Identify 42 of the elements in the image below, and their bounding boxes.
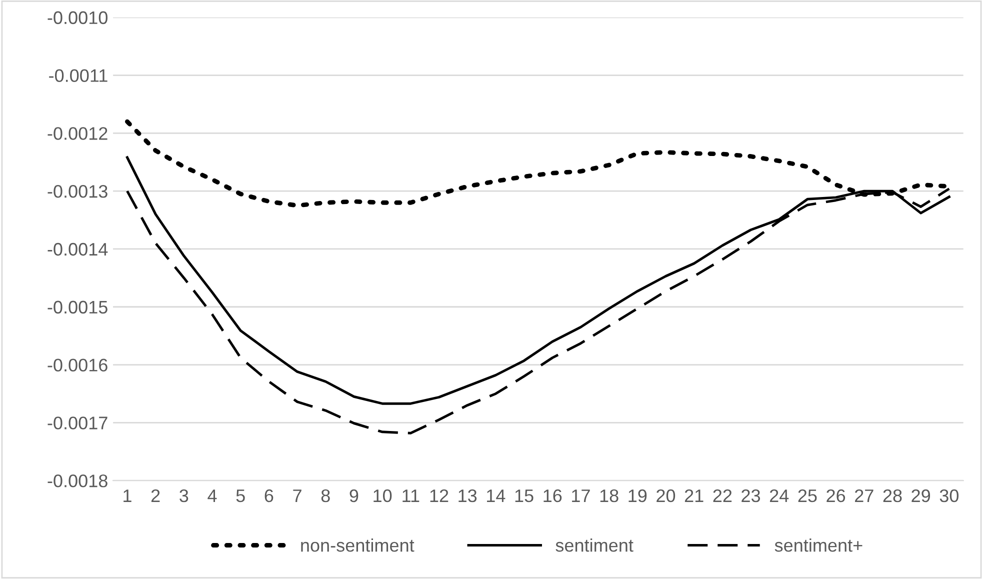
- legend-label: non-sentiment: [301, 538, 414, 552]
- x-tick-label: 21: [684, 489, 704, 502]
- x-tick-label: 5: [236, 490, 245, 502]
- x-tick-label: 18: [600, 489, 618, 502]
- x-tick-label: 1: [124, 490, 132, 502]
- y-tick-label: -0.0013: [48, 185, 108, 198]
- y-tick-label: -0.0010: [48, 11, 108, 24]
- x-tick-label: 19: [628, 489, 647, 502]
- x-tick-label: 16: [544, 489, 562, 502]
- legend-label: sentiment: [556, 538, 634, 552]
- x-tick-label: 23: [742, 489, 760, 502]
- x-tick-label: 6: [264, 489, 274, 502]
- x-tick-label: 14: [487, 490, 506, 502]
- x-tick-label: 11: [402, 490, 420, 502]
- x-tick-label: 9: [350, 489, 358, 502]
- x-tick-label: 17: [572, 490, 590, 502]
- x-tick-label: 4: [208, 490, 217, 502]
- x-tick-label: 24: [770, 489, 789, 502]
- x-tick-label: 20: [656, 489, 676, 502]
- x-tick-label: 30: [940, 489, 959, 502]
- legend-label: sentiment+: [774, 538, 862, 552]
- y-tick-label: -0.0011: [49, 69, 108, 82]
- x-tick-label: 27: [855, 489, 874, 502]
- x-tick-label: 3: [180, 489, 188, 502]
- x-tick-label: 2: [151, 489, 160, 502]
- x-tick-label: 25: [798, 489, 817, 502]
- y-tick-label: -0.0017: [48, 416, 108, 430]
- y-tick-label: -0.0012: [48, 127, 108, 140]
- x-tick-label: 28: [883, 489, 902, 502]
- y-tick-label: -0.0014: [48, 242, 108, 256]
- x-tick-label: 15: [515, 490, 534, 502]
- x-tick-label: 29: [912, 489, 930, 502]
- x-tick-label: 10: [374, 489, 392, 502]
- x-tick-label: 22: [713, 489, 732, 502]
- x-tick-label: 8: [321, 489, 330, 502]
- x-tick-label: 26: [826, 489, 846, 502]
- y-tick-label: -0.0015: [48, 300, 108, 314]
- x-tick-label: 12: [430, 489, 448, 502]
- x-tick-label: 7: [293, 490, 302, 502]
- x-tick-label: 13: [458, 489, 477, 502]
- y-tick-label: -0.0016: [48, 358, 108, 372]
- y-tick-label: -0.0018: [48, 474, 108, 488]
